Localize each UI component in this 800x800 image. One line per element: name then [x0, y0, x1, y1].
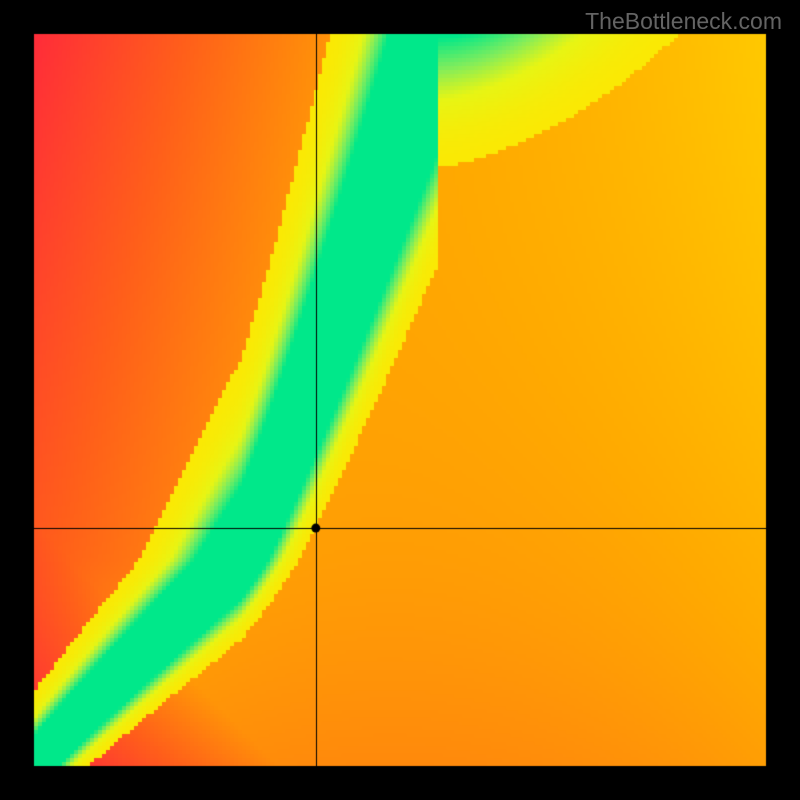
chart-container: TheBottleneck.com: [0, 0, 800, 800]
bottleneck-heatmap: [0, 0, 800, 800]
watermark-text: TheBottleneck.com: [585, 8, 782, 35]
